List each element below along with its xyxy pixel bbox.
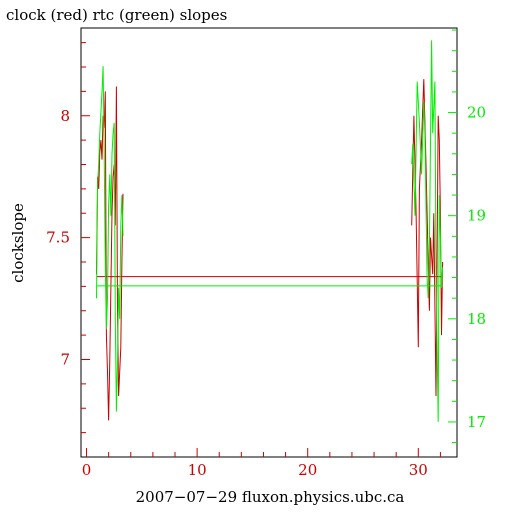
rtc-series-line (96, 66, 124, 412)
y-left-tick-label: 8 (60, 107, 70, 125)
clock-series-line (411, 79, 444, 397)
x-tick-label: 0 (82, 461, 92, 479)
x-tick-label: 30 (409, 461, 428, 479)
chart-title: clock (red) rtc (green) slopes (6, 6, 227, 24)
y-axis-label: clockslope (9, 203, 27, 283)
y-right-tick-label: 19 (467, 207, 486, 225)
y-right-tick-label: 18 (467, 310, 486, 328)
chart-marks: 0 10 20 30 7 7.5 8 17 18 19 20 (46, 29, 486, 479)
plot-frame (80, 27, 458, 458)
x-tick-label: 20 (298, 461, 317, 479)
y-right-tick-label: 20 (467, 104, 486, 122)
x-tick-label: 10 (188, 461, 207, 479)
y-right-tick-label: 17 (467, 413, 486, 431)
rtc-series-line (411, 40, 444, 422)
clock-series-line (96, 86, 124, 421)
y-left-tick-label: 7.5 (46, 229, 70, 247)
x-axis-label: 2007−07−29 fluxon.physics.ubc.ca (136, 488, 405, 506)
y-left-tick-label: 7 (60, 351, 70, 369)
